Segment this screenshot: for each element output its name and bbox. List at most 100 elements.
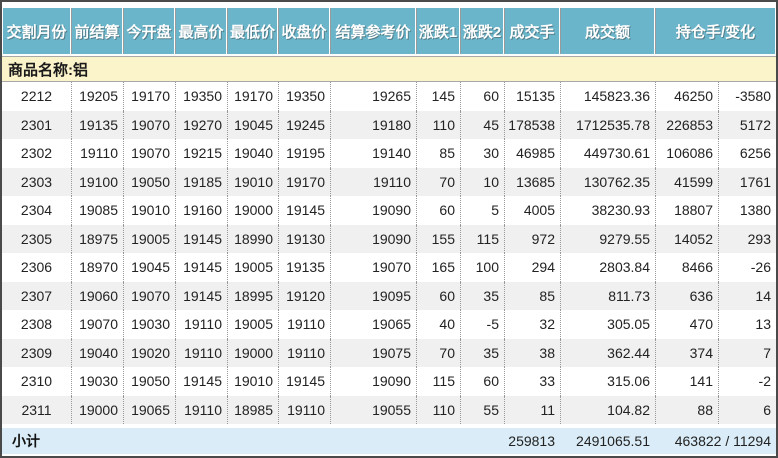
cell-prev-settlement: 19000 <box>71 395 123 424</box>
cell-change2: 100 <box>460 253 504 282</box>
cell-change2: 35 <box>460 338 504 367</box>
cell-low: 19000 <box>227 196 278 225</box>
cell-open-interest: 470 <box>655 310 718 339</box>
cell-low: 19010 <box>227 367 278 396</box>
cell-change1: 110 <box>416 395 460 424</box>
cell-open: 19070 <box>123 110 175 139</box>
cell-low: 19000 <box>227 338 278 367</box>
cell-oi-change: 6256 <box>718 139 776 168</box>
cell-low: 19045 <box>227 110 278 139</box>
cell-open-interest: 141 <box>655 367 718 396</box>
cell-open: 19045 <box>123 253 175 282</box>
cell-turnover: 449730.61 <box>560 139 655 168</box>
cell-settlement-ref: 19140 <box>330 139 416 168</box>
cell-delivery-month: 2309 <box>20 344 53 361</box>
cell-delivery-month: 2307 <box>20 287 53 304</box>
cell-volume: 294 <box>504 253 560 282</box>
cell-open: 19065 <box>123 395 175 424</box>
cell-change1: 145 <box>416 82 460 111</box>
column-header-change1: 涨跌1 <box>416 8 460 54</box>
table-row: 2301 19135 19070 19270 19045 19245 19180 110 45 1… <box>2 110 776 139</box>
cell-high: 19160 <box>175 196 227 225</box>
column-header-open: 今开盘 <box>123 8 175 54</box>
cell-high: 19110 <box>175 310 227 339</box>
cell-volume: 15135 <box>504 82 560 111</box>
cell-oi-change: 293 <box>718 224 776 253</box>
cell-prev-settlement: 19085 <box>71 196 123 225</box>
cell-delivery-month: 2311 <box>21 401 52 418</box>
cell-settlement-ref: 19095 <box>330 281 416 310</box>
cell-turnover: 2803.84 <box>560 253 655 282</box>
cell-open: 19010 <box>123 196 175 225</box>
cell-open-interest: 14052 <box>655 224 718 253</box>
table-row: 2304 19085 19010 19160 19000 19145 19090 60 5 400… <box>2 196 776 225</box>
cell-change2: 30 <box>460 139 504 168</box>
table-header-row: 交割月份 前结算 今开盘 最高价 最低价 收盘价 结算参考价 涨跌1 涨跌2 成交手 成交额 持仓手/… <box>2 8 776 54</box>
column-header-close: 收盘价 <box>278 8 330 54</box>
cell-volume: 38 <box>504 338 560 367</box>
table-row: 2212 19205 19170 19350 19170 19350 19265 145 60 1… <box>2 82 776 111</box>
cell-close: 19110 <box>278 395 330 424</box>
cell-settlement-ref: 19055 <box>330 395 416 424</box>
cell-close: 19110 <box>278 338 330 367</box>
cell-open: 19030 <box>123 310 175 339</box>
cell-settlement-ref: 19075 <box>330 338 416 367</box>
cell-turnover: 305.05 <box>560 310 655 339</box>
table-row: 2306 18970 19045 19145 19005 19135 19070 165 100… <box>2 253 776 282</box>
cell-prev-settlement: 19135 <box>71 110 123 139</box>
cell-low: 19005 <box>227 253 278 282</box>
cell-prev-settlement: 18970 <box>71 253 123 282</box>
cell-turnover: 811.73 <box>560 281 655 310</box>
cell-change1: 70 <box>416 338 460 367</box>
column-header-high: 最高价 <box>175 8 227 54</box>
cell-delivery-month: 2310 <box>20 373 53 390</box>
subtotal-volume: 259813 <box>508 433 555 449</box>
column-header-prev-settlement: 前结算 <box>71 8 123 54</box>
cell-low: 19005 <box>227 310 278 339</box>
cell-prev-settlement: 19100 <box>71 167 123 196</box>
cell-delivery-month: 2304 <box>20 202 53 219</box>
cell-volume: 32 <box>504 310 560 339</box>
cell-prev-settlement: 19070 <box>71 310 123 339</box>
cell-close: 19120 <box>278 281 330 310</box>
cell-volume: 11 <box>504 395 560 424</box>
cell-high: 19215 <box>175 139 227 168</box>
cell-oi-change: 14 <box>718 281 776 310</box>
cell-close: 19135 <box>278 253 330 282</box>
cell-turnover: 104.82 <box>560 395 655 424</box>
cell-change2: 10 <box>460 167 504 196</box>
cell-change2: 55 <box>460 395 504 424</box>
cell-open: 19050 <box>123 167 175 196</box>
table-row: 2311 19000 19065 19110 18985 19110 19055 110 55 1… <box>2 395 776 424</box>
cell-high: 19270 <box>175 110 227 139</box>
table-row: 2309 19040 19020 19110 19000 19110 19075 70 35 38… <box>2 338 776 367</box>
table-row: 2310 19030 19050 19145 19010 19145 19090 115 60 3… <box>2 367 776 396</box>
cell-open: 19170 <box>123 82 175 111</box>
cell-delivery-month: 2308 <box>20 316 53 333</box>
cell-prev-settlement: 19205 <box>71 82 123 111</box>
column-header-delivery-month: 交割月份 <box>2 8 71 54</box>
subtotal-row: 小计 259813 2491065.51 463822 / 11294 <box>2 428 776 454</box>
commodity-name-label: 商品名称:铝 <box>8 61 88 79</box>
cell-settlement-ref: 19265 <box>330 82 416 111</box>
cell-close: 19170 <box>278 167 330 196</box>
cell-settlement-ref: 19110 <box>330 167 416 196</box>
cell-turnover: 145823.36 <box>560 82 655 111</box>
cell-change2: -5 <box>460 310 504 339</box>
cell-open-interest: 226853 <box>655 110 718 139</box>
cell-turnover: 362.44 <box>560 338 655 367</box>
cell-low: 19040 <box>227 139 278 168</box>
cell-high: 19110 <box>175 395 227 424</box>
cell-change2: 45 <box>460 110 504 139</box>
cell-delivery-month: 2305 <box>20 230 53 247</box>
cell-open-interest: 374 <box>655 338 718 367</box>
cell-oi-change: -26 <box>718 253 776 282</box>
cell-high: 19185 <box>175 167 227 196</box>
cell-volume: 972 <box>504 224 560 253</box>
cell-high: 19110 <box>175 338 227 367</box>
cell-volume: 13685 <box>504 167 560 196</box>
cell-open: 19070 <box>123 139 175 168</box>
cell-delivery-month: 2302 <box>20 145 53 162</box>
subtotal-label: 小计 <box>12 433 40 449</box>
